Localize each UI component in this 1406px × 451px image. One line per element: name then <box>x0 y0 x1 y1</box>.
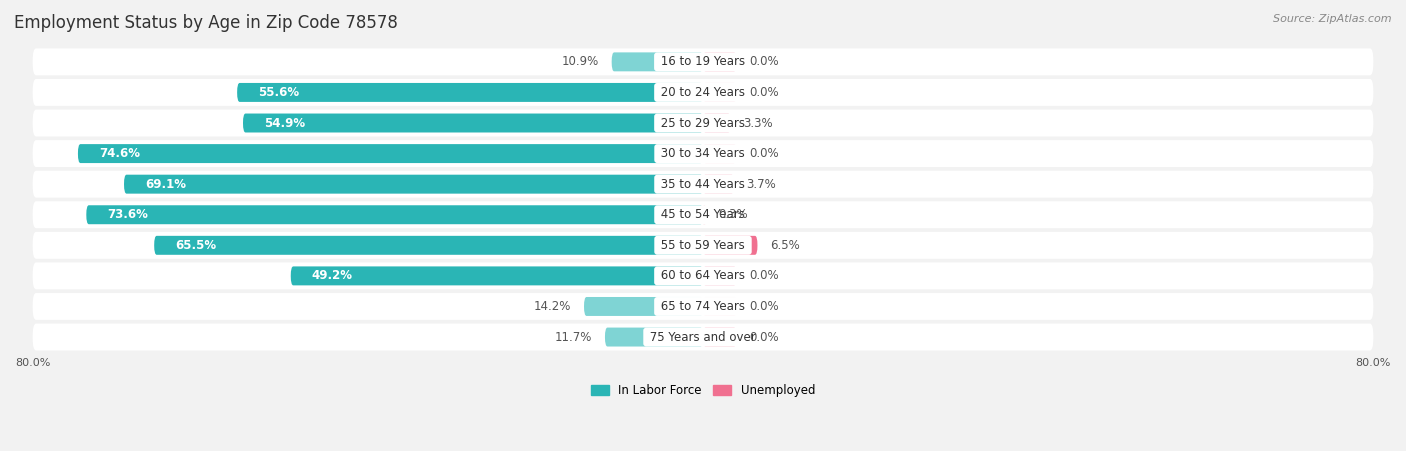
FancyBboxPatch shape <box>703 83 737 102</box>
Text: 10.9%: 10.9% <box>562 55 599 69</box>
FancyBboxPatch shape <box>86 205 703 224</box>
FancyBboxPatch shape <box>612 52 703 71</box>
FancyBboxPatch shape <box>32 232 1374 259</box>
Text: 54.9%: 54.9% <box>264 116 305 129</box>
FancyBboxPatch shape <box>32 201 1374 228</box>
Text: 0.3%: 0.3% <box>718 208 748 221</box>
Text: 55.6%: 55.6% <box>259 86 299 99</box>
Text: 20 to 24 Years: 20 to 24 Years <box>657 86 749 99</box>
Text: 0.0%: 0.0% <box>749 86 779 99</box>
Text: 3.3%: 3.3% <box>744 116 773 129</box>
FancyBboxPatch shape <box>155 236 703 255</box>
FancyBboxPatch shape <box>703 205 706 224</box>
Text: 0.0%: 0.0% <box>749 300 779 313</box>
FancyBboxPatch shape <box>703 236 758 255</box>
Text: 49.2%: 49.2% <box>312 269 353 282</box>
Text: 6.5%: 6.5% <box>770 239 800 252</box>
Text: 25 to 29 Years: 25 to 29 Years <box>657 116 749 129</box>
Text: 0.0%: 0.0% <box>749 55 779 69</box>
Text: Employment Status by Age in Zip Code 78578: Employment Status by Age in Zip Code 785… <box>14 14 398 32</box>
FancyBboxPatch shape <box>291 267 703 285</box>
Text: 60 to 64 Years: 60 to 64 Years <box>657 269 749 282</box>
FancyBboxPatch shape <box>32 48 1374 75</box>
FancyBboxPatch shape <box>243 114 703 133</box>
FancyBboxPatch shape <box>703 52 737 71</box>
FancyBboxPatch shape <box>605 327 703 346</box>
FancyBboxPatch shape <box>77 144 703 163</box>
FancyBboxPatch shape <box>32 140 1374 167</box>
FancyBboxPatch shape <box>32 171 1374 198</box>
FancyBboxPatch shape <box>32 323 1374 350</box>
Text: 0.0%: 0.0% <box>749 331 779 344</box>
Text: Source: ZipAtlas.com: Source: ZipAtlas.com <box>1274 14 1392 23</box>
FancyBboxPatch shape <box>703 144 737 163</box>
FancyBboxPatch shape <box>703 267 737 285</box>
Text: 73.6%: 73.6% <box>107 208 148 221</box>
Legend: In Labor Force, Unemployed: In Labor Force, Unemployed <box>586 379 820 401</box>
FancyBboxPatch shape <box>703 114 731 133</box>
FancyBboxPatch shape <box>32 79 1374 106</box>
FancyBboxPatch shape <box>703 327 737 346</box>
Text: 65 to 74 Years: 65 to 74 Years <box>657 300 749 313</box>
Text: 55 to 59 Years: 55 to 59 Years <box>657 239 749 252</box>
Text: 75 Years and over: 75 Years and over <box>647 331 759 344</box>
Text: 16 to 19 Years: 16 to 19 Years <box>657 55 749 69</box>
FancyBboxPatch shape <box>703 175 734 193</box>
Text: 74.6%: 74.6% <box>98 147 139 160</box>
FancyBboxPatch shape <box>703 297 737 316</box>
Text: 69.1%: 69.1% <box>145 178 186 191</box>
Text: 3.7%: 3.7% <box>747 178 776 191</box>
FancyBboxPatch shape <box>32 293 1374 320</box>
FancyBboxPatch shape <box>583 297 703 316</box>
Text: 11.7%: 11.7% <box>555 331 592 344</box>
FancyBboxPatch shape <box>32 110 1374 137</box>
Text: 14.2%: 14.2% <box>534 300 571 313</box>
Text: 0.0%: 0.0% <box>749 269 779 282</box>
Text: 45 to 54 Years: 45 to 54 Years <box>657 208 749 221</box>
Text: 0.0%: 0.0% <box>749 147 779 160</box>
Text: 65.5%: 65.5% <box>176 239 217 252</box>
FancyBboxPatch shape <box>124 175 703 193</box>
Text: 30 to 34 Years: 30 to 34 Years <box>657 147 749 160</box>
Text: 35 to 44 Years: 35 to 44 Years <box>657 178 749 191</box>
FancyBboxPatch shape <box>32 262 1374 290</box>
FancyBboxPatch shape <box>238 83 703 102</box>
